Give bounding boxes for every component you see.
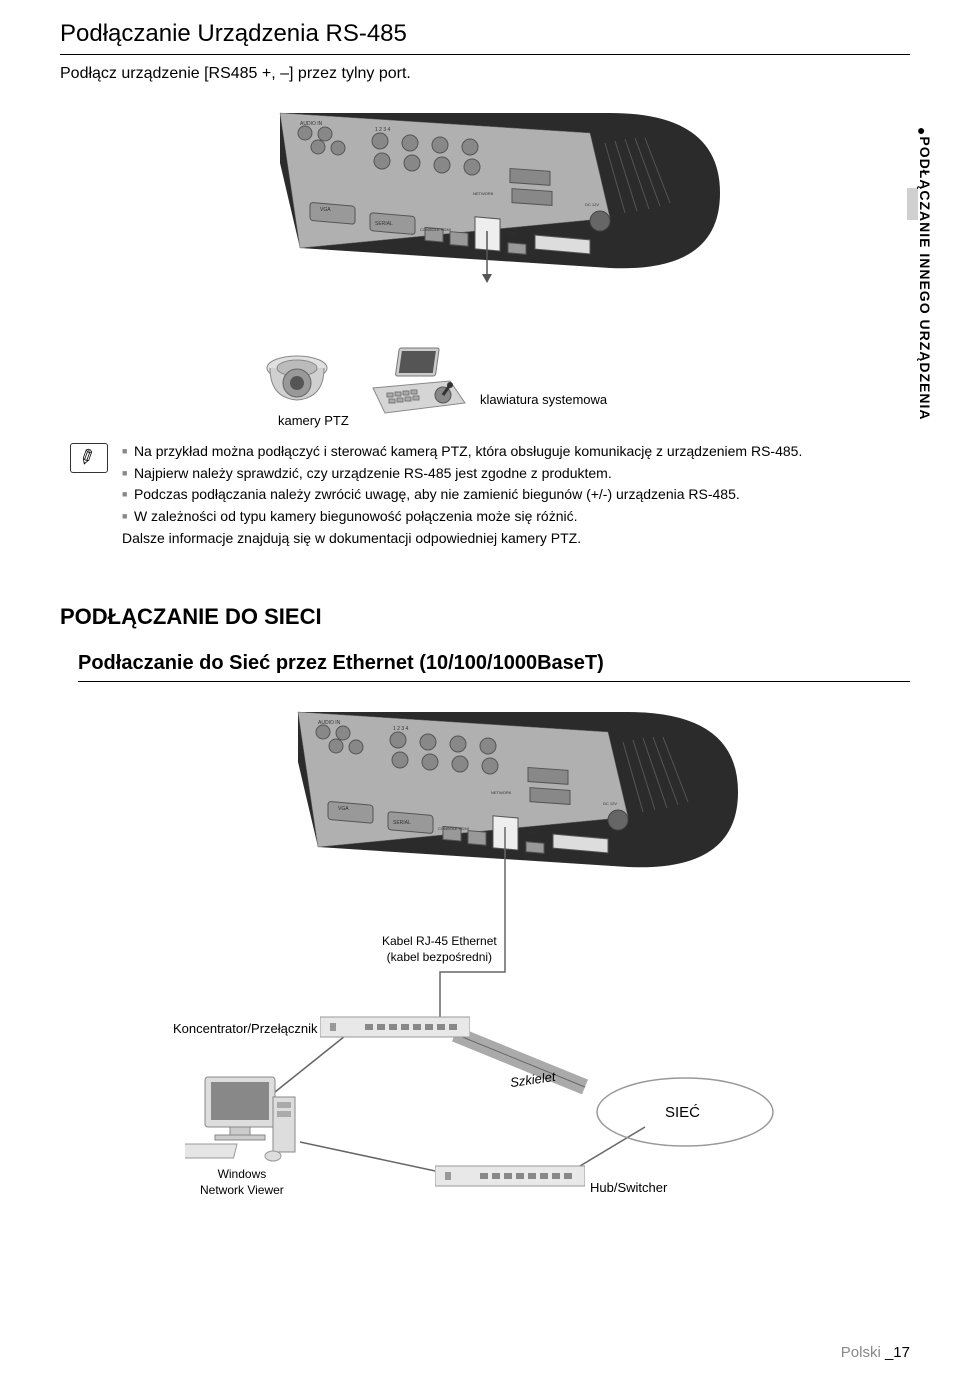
svg-text:VGA: VGA (320, 207, 331, 213)
svg-text:CONSOLE HDMI: CONSOLE HDMI (438, 826, 469, 831)
hub2-label: Hub/Switcher (590, 1180, 667, 1195)
rs485-diagram: AUDIO IN 1 2 3 4 VGA SERIAL CONSOLE HDMI… (60, 103, 910, 423)
page-footer: Polski _17 (841, 1344, 910, 1361)
note-item: W zależności od typu kamery biegunowość … (122, 506, 802, 549)
ethernet-subheading: Podłaczanie do Sieć przez Ethernet (10/1… (78, 652, 910, 682)
svg-text:NETWORK: NETWORK (491, 790, 512, 795)
svg-text:1 2 3 4: 1 2 3 4 (393, 726, 409, 732)
svg-text:AUDIO IN: AUDIO IN (318, 720, 341, 726)
hub1-illustration (320, 1015, 470, 1048)
note-item: Na przykład można podłączyć i sterować k… (122, 441, 802, 463)
ptz-camera-label: kamery PTZ (278, 413, 349, 428)
note-icon (70, 443, 108, 473)
svg-text:SERIAL: SERIAL (393, 820, 411, 826)
svg-text:1 2 3 4: 1 2 3 4 (375, 127, 391, 133)
svg-text:USB: USB (526, 830, 535, 835)
keyboard-controller-illustration (365, 343, 475, 423)
rs485-title: Podłączanie Urządzenia RS-485 (60, 20, 910, 55)
note-list: Na przykład można podłączyć i sterować k… (122, 441, 802, 549)
ptz-camera-illustration (260, 348, 335, 413)
dvr-device-illustration: AUDIO IN 1 2 3 4 VGA SERIAL CONSOLE HDMI… (260, 103, 740, 308)
network-heading: PODŁĄCZANIE DO SIECI (60, 604, 910, 630)
svg-text:CONSOLE HDMI: CONSOLE HDMI (420, 227, 451, 232)
pc-illustration (185, 1072, 305, 1172)
svg-text:SERIAL: SERIAL (375, 221, 393, 227)
svg-text:AUDIO IN: AUDIO IN (300, 121, 323, 127)
svg-text:DC 12V: DC 12V (585, 202, 599, 207)
cable-label: Kabel RJ-45 Ethernet(kabel bezpośredni) (382, 934, 497, 965)
note-item: Najpierw należy sprawdzić, czy urządzeni… (122, 463, 802, 485)
rs485-subtitle: Podłącz urządzenie [RS485 +, –] przez ty… (60, 65, 910, 83)
network-label: SIEĆ (665, 1104, 700, 1121)
footer-language: Polski (841, 1344, 881, 1361)
dvr-device-illustration-2: AUDIO IN 1 2 3 4 VGA SERIAL CONSOLE HDMI… (278, 702, 758, 907)
backbone-label: Szkielet (509, 1069, 556, 1090)
note-item: Podczas podłączania należy zwrócić uwagę… (122, 484, 802, 506)
note-block: Na przykład można podłączyć i sterować k… (60, 441, 910, 549)
svg-text:DC 12V: DC 12V (603, 801, 617, 806)
svg-text:USB: USB (508, 231, 517, 236)
network-diagram: AUDIO IN 1 2 3 4 VGA SERIAL CONSOLE HDMI… (60, 702, 910, 1202)
footer-page-number: _17 (885, 1344, 910, 1361)
hub1-label: Koncentrator/Przełącznik (173, 1021, 318, 1036)
section-side-tab: PODŁĄCZANIE INNEGO URZĄDZENIA (917, 122, 938, 420)
hub2-illustration (435, 1164, 585, 1197)
keyboard-label: klawiatura systemowa (480, 392, 607, 407)
svg-text:VGA: VGA (338, 806, 349, 812)
svg-text:NETWORK: NETWORK (473, 191, 494, 196)
pc-label: WindowsNetwork Viewer (200, 1167, 284, 1198)
